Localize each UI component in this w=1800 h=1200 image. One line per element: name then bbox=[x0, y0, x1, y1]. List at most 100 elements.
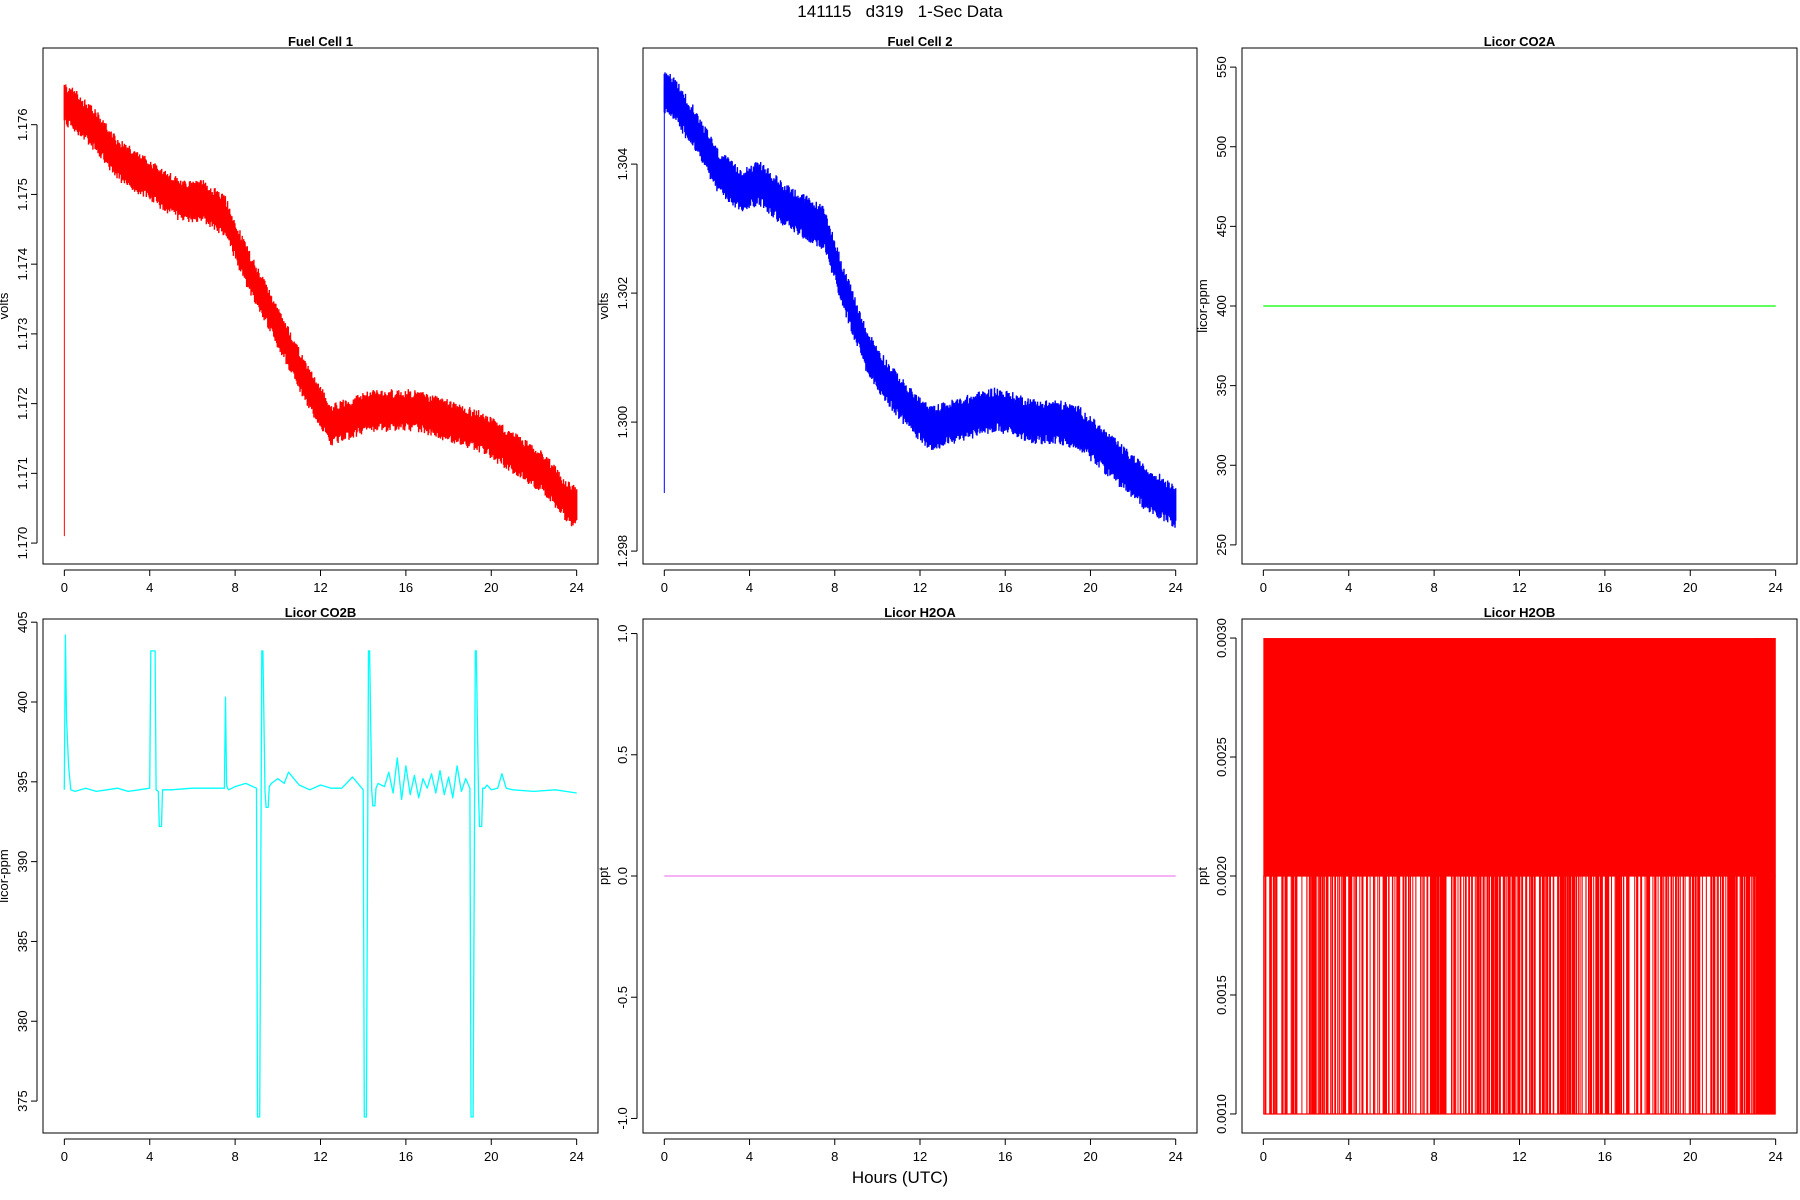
y-tick-label: 1.173 bbox=[15, 318, 30, 351]
x-tick-label: 12 bbox=[913, 580, 927, 595]
chart-title: Licor CO2B bbox=[285, 605, 357, 620]
y-axis-label: ppt bbox=[1195, 867, 1210, 885]
y-tick-label: 500 bbox=[1214, 136, 1229, 158]
x-tick-label: 20 bbox=[484, 580, 498, 595]
chart-title: Licor H2OA bbox=[884, 605, 956, 620]
plot-frame bbox=[1241, 618, 1798, 1134]
x-tick-label: 8 bbox=[231, 580, 238, 595]
y-tick-label: 450 bbox=[1214, 216, 1229, 238]
y-tick-label: 1.175 bbox=[15, 178, 30, 211]
x-tick-label: 4 bbox=[146, 580, 153, 595]
x-tick-label: 16 bbox=[998, 1149, 1012, 1164]
plot-frame bbox=[1241, 47, 1798, 565]
y-tick-label: 400 bbox=[1214, 295, 1229, 317]
y-tick-label: 0.0030 bbox=[1214, 618, 1229, 658]
x-tick-label: 16 bbox=[399, 580, 413, 595]
x-tick-label: 12 bbox=[1512, 580, 1526, 595]
y-tick-label: 0.0010 bbox=[1214, 1094, 1229, 1134]
x-tick-label: 24 bbox=[1768, 1149, 1782, 1164]
chart-co2a: Licor CO2A licor-ppm 0 4 8 12 16 20 24 250 300 350 4… bbox=[1195, 34, 1798, 595]
chart-fc2: Fuel Cell 2 volts 0 4 8 12 16 20 24 1.298 1.300 1.3… bbox=[596, 34, 1198, 595]
x-tick-label: 12 bbox=[313, 1149, 327, 1164]
y-axis-label: volts bbox=[596, 292, 611, 319]
plot-frame bbox=[642, 618, 1198, 1134]
x-tick-label: 4 bbox=[746, 1149, 753, 1164]
x-tick-label: 20 bbox=[1083, 1149, 1097, 1164]
chart-fc1: Fuel Cell 1 volts 0 4 8 12 16 20 24 1.170 1.171 1.1… bbox=[0, 34, 599, 595]
y-axis: 0.0010 0.0015 0.0020 0.0025 0.0030 bbox=[1214, 618, 1237, 1134]
page-title: 141115 d319 1-Sec Data bbox=[797, 2, 1003, 21]
plot-frame bbox=[642, 47, 1198, 565]
y-tick-label: 400 bbox=[15, 691, 30, 713]
series-line bbox=[63, 84, 578, 527]
x-axis: 0 4 8 12 16 20 24 bbox=[1260, 1138, 1783, 1164]
y-tick-label: 1.300 bbox=[615, 406, 630, 439]
y-tick-label: 1.176 bbox=[15, 108, 30, 141]
x-tick-label: 0 bbox=[661, 580, 668, 595]
x-tick-label: 12 bbox=[913, 1149, 927, 1164]
x-tick-label: 20 bbox=[1683, 1149, 1697, 1164]
x-tick-label: 8 bbox=[231, 1149, 238, 1164]
x-tick-label: 24 bbox=[569, 580, 583, 595]
x-tick-label: 0 bbox=[61, 580, 68, 595]
x-tick-label: 16 bbox=[998, 580, 1012, 595]
series-line bbox=[63, 634, 577, 1118]
x-tick-label: 24 bbox=[1768, 580, 1782, 595]
chart-title: Licor CO2A bbox=[1484, 34, 1556, 49]
y-tick-label: 1.172 bbox=[15, 387, 30, 420]
x-axis: 0 4 8 12 16 20 24 bbox=[661, 1138, 1183, 1164]
x-tick-label: 8 bbox=[831, 580, 838, 595]
series bbox=[1263, 638, 1776, 1115]
y-tick-label: 395 bbox=[15, 771, 30, 793]
x-axis: 0 4 8 12 16 20 24 bbox=[61, 569, 584, 595]
x-tick-label: 8 bbox=[1430, 1149, 1437, 1164]
plot-frame bbox=[42, 618, 599, 1134]
x-tick-label: 4 bbox=[746, 580, 753, 595]
series bbox=[63, 634, 577, 1118]
plot-frame bbox=[42, 47, 599, 565]
x-tick-label: 20 bbox=[484, 1149, 498, 1164]
y-tick-label: 390 bbox=[15, 851, 30, 873]
series bbox=[63, 84, 578, 537]
y-tick-label: 1.174 bbox=[15, 248, 30, 281]
x-tick-label: 20 bbox=[1683, 580, 1697, 595]
x-tick-label: 16 bbox=[1598, 1149, 1612, 1164]
chart-h2oa: Licor H2OA ppt 0 4 8 12 16 20 24 -1.0 -0.5 0.0 0.5 1.… bbox=[596, 605, 1198, 1164]
chart-title: Fuel Cell 1 bbox=[288, 34, 353, 49]
y-axis-label: volts bbox=[0, 292, 11, 319]
y-tick-label: 385 bbox=[15, 931, 30, 953]
x-tick-label: 16 bbox=[399, 1149, 413, 1164]
y-tick-label: 1.298 bbox=[615, 535, 630, 568]
x-tick-label: 12 bbox=[1512, 1149, 1526, 1164]
y-tick-label: 0.5 bbox=[615, 746, 630, 764]
y-axis-label: ppt bbox=[596, 867, 611, 885]
y-axis: 1.298 1.300 1.302 1.304 bbox=[615, 148, 638, 568]
y-tick-label: 375 bbox=[15, 1090, 30, 1112]
x-axis: 0 4 8 12 16 20 24 bbox=[661, 569, 1183, 595]
series-line bbox=[663, 72, 1177, 528]
x-tick-label: 24 bbox=[1168, 580, 1182, 595]
y-tick-label: 300 bbox=[1214, 454, 1229, 476]
x-tick-label: 0 bbox=[1260, 1149, 1267, 1164]
x-tick-label: 20 bbox=[1083, 580, 1097, 595]
x-tick-label: 0 bbox=[61, 1149, 68, 1164]
chart-title: Fuel Cell 2 bbox=[887, 34, 952, 49]
y-tick-label: 1.302 bbox=[615, 277, 630, 310]
y-axis: 250 300 350 400 450 500 550 bbox=[1214, 56, 1237, 556]
y-axis: 375 380 385 390 395 400 405 bbox=[15, 611, 38, 1112]
x-tick-label: 12 bbox=[313, 580, 327, 595]
y-tick-label: 1.170 bbox=[15, 527, 30, 560]
x-tick-label: 24 bbox=[569, 1149, 583, 1164]
y-tick-label: 1.171 bbox=[15, 457, 30, 490]
y-tick-label: 1.0 bbox=[615, 625, 630, 643]
y-tick-label: 0.0 bbox=[615, 867, 630, 885]
y-axis-label: licor-ppm bbox=[0, 849, 11, 902]
x-tick-label: 16 bbox=[1598, 580, 1612, 595]
y-tick-label: 1.304 bbox=[615, 148, 630, 181]
y-tick-label: -0.5 bbox=[615, 986, 630, 1008]
x-axis: 0 4 8 12 16 20 24 bbox=[1260, 569, 1783, 595]
y-tick-label: -1.0 bbox=[615, 1107, 630, 1129]
y-tick-label: 0.0015 bbox=[1214, 975, 1229, 1015]
